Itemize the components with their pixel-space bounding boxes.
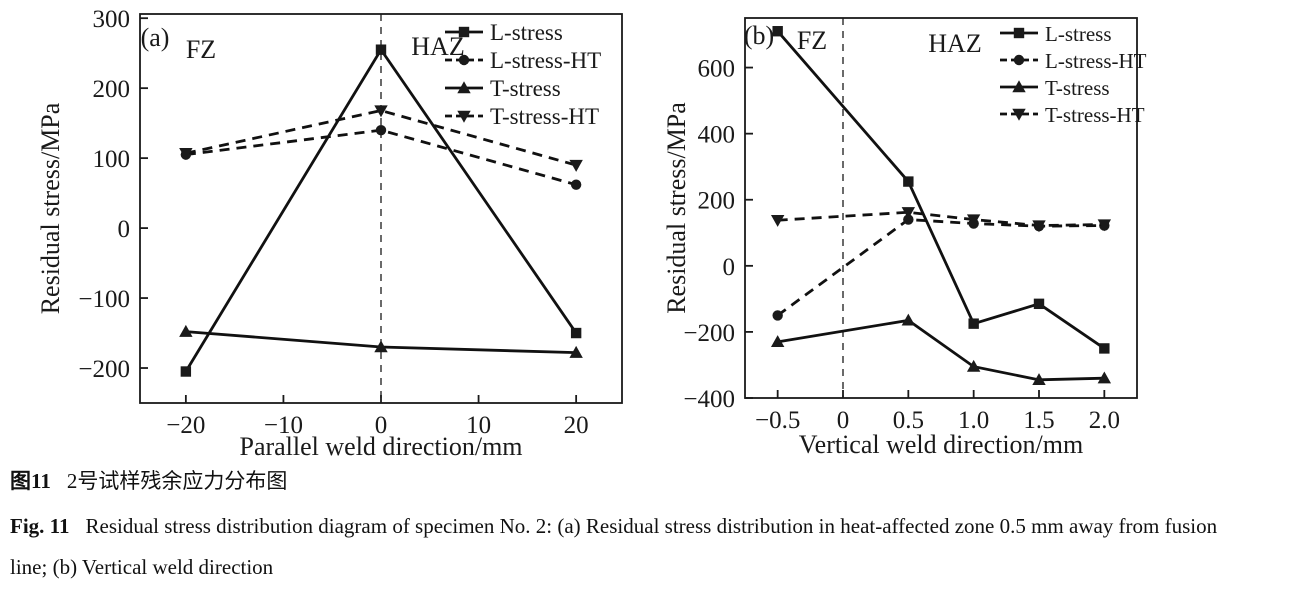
legend-label: T-stress — [490, 76, 561, 101]
marker-triangle-down-icon — [374, 105, 388, 118]
marker-triangle-down-icon — [901, 207, 916, 219]
x-tick-label: 0.5 — [893, 407, 924, 434]
legend-label: L-stress — [1045, 22, 1112, 46]
marker-square-icon — [1013, 27, 1025, 39]
marker-triangle-up-icon — [901, 313, 916, 326]
x-tick-label: 10 — [466, 412, 491, 439]
marker-square-icon — [1033, 298, 1045, 310]
series-line-T-stress-HT — [777, 210, 1105, 227]
y-tick-label: 0 — [118, 216, 131, 243]
marker-circle-icon — [903, 214, 914, 225]
y-tick-label: 600 — [698, 56, 736, 83]
marker-square-icon — [968, 318, 979, 329]
marker-circle-icon — [570, 179, 582, 190]
figure-caption: 图11 2号试样残余应力分布图 Fig. 11 Residual stress di… — [10, 464, 1280, 588]
zone-label-haz: HAZ — [411, 32, 464, 61]
marker-triangle-up-icon — [770, 335, 785, 348]
marker-triangle-down-icon — [179, 148, 193, 160]
marker-triangle-down-icon — [1012, 108, 1026, 121]
caption-chinese-text: 2号试样残余应力分布图 — [66, 469, 288, 493]
marker-square-icon — [458, 26, 470, 38]
marker-circle-icon — [458, 54, 470, 66]
marker-triangle-up-icon — [179, 324, 193, 337]
marker-square-icon — [375, 44, 387, 55]
panel-label: (b) — [744, 21, 774, 50]
zone-label-haz: HAZ — [928, 29, 981, 58]
y-tick-label: 0 — [723, 254, 736, 281]
y-axis-title: Residual stress/MPa — [36, 102, 65, 314]
x-tick-label: 0 — [837, 407, 850, 434]
y-tick-label: 200 — [93, 76, 131, 103]
marker-square-icon — [570, 327, 582, 339]
chart-panel-b: −0.5 0 0.5 1.0 1.5 2.0 600 400 200 0 −200 −400 Verti… — [662, 17, 1147, 459]
y-tick-label: 300 — [93, 6, 131, 33]
marker-triangle-up-icon — [374, 340, 388, 353]
y-tick-label: −400 — [683, 386, 735, 413]
legend-label: L-stress-HT — [490, 48, 601, 73]
y-tick-label: −200 — [78, 356, 130, 383]
y-tick-label: −100 — [78, 286, 130, 313]
marker-triangle-up-icon — [1097, 371, 1112, 384]
y-tick-label: 200 — [698, 188, 736, 215]
x-axis-title: Parallel weld direction/mm — [239, 432, 522, 461]
legend-label: L-stress-HT — [1045, 49, 1147, 73]
x-tick-label: 2.0 — [1089, 407, 1120, 434]
zone-label-fz: FZ — [797, 26, 827, 55]
y-tick-label: 100 — [93, 146, 131, 173]
marker-triangle-up-icon — [1012, 80, 1026, 93]
caption-chinese: 图11 2号试样残余应力分布图 — [10, 464, 1280, 498]
x-tick-label: −0.5 — [755, 407, 800, 434]
y-axis-title: Residual stress/MPa — [662, 102, 691, 314]
zone-label-fz: FZ — [186, 35, 216, 64]
legend-label: T-stress-HT — [1045, 103, 1145, 127]
x-tick-label: 1.5 — [1023, 407, 1054, 434]
caption-english-text: Residual stress distribution diagram of … — [10, 514, 1218, 579]
legend-label: T-stress-HT — [490, 104, 599, 129]
marker-square-icon — [903, 176, 914, 187]
x-axis-title: Vertical weld direction/mm — [799, 430, 1083, 459]
marker-square-icon — [180, 366, 192, 377]
marker-circle-icon — [1013, 54, 1025, 66]
marker-triangle-down-icon — [966, 214, 981, 227]
marker-triangle-down-icon — [457, 110, 471, 123]
marker-triangle-up-icon — [569, 345, 583, 358]
marker-triangle-up-icon — [457, 81, 471, 94]
marker-triangle-down-icon — [1097, 219, 1112, 232]
marker-triangle-up-icon — [966, 359, 981, 372]
y-tick-label: 400 — [698, 122, 736, 149]
marker-triangle-down-icon — [569, 159, 583, 172]
y-tick-label: −200 — [683, 320, 735, 347]
series-line-L-stress-HT — [776, 218, 1105, 317]
marker-circle-icon — [772, 310, 783, 321]
caption-english-label: Fig. 11 — [10, 514, 70, 538]
plot-frame — [744, 17, 1138, 399]
x-tick-label: 20 — [564, 412, 589, 439]
marker-square-icon — [772, 26, 783, 37]
caption-english: Fig. 11 Residual stress distribution diag… — [10, 506, 1255, 588]
legend-label: T-stress — [1045, 76, 1110, 100]
marker-triangle-down-icon — [770, 215, 785, 227]
marker-triangle-up-icon — [1032, 373, 1046, 386]
marker-square-icon — [1099, 343, 1110, 354]
x-tick-label: −20 — [166, 412, 205, 439]
x-tick-label: 1.0 — [958, 407, 989, 434]
x-tick-label: −10 — [264, 412, 303, 439]
panel-label: (a) — [141, 23, 170, 52]
x-tick-label: 0 — [375, 412, 388, 439]
marker-circle-icon — [375, 124, 387, 136]
legend-label: L-stress — [490, 20, 563, 45]
marker-triangle-down-icon — [1032, 220, 1046, 233]
series-line-T-stress — [777, 318, 1105, 382]
caption-chinese-label: 图11 — [10, 469, 51, 493]
